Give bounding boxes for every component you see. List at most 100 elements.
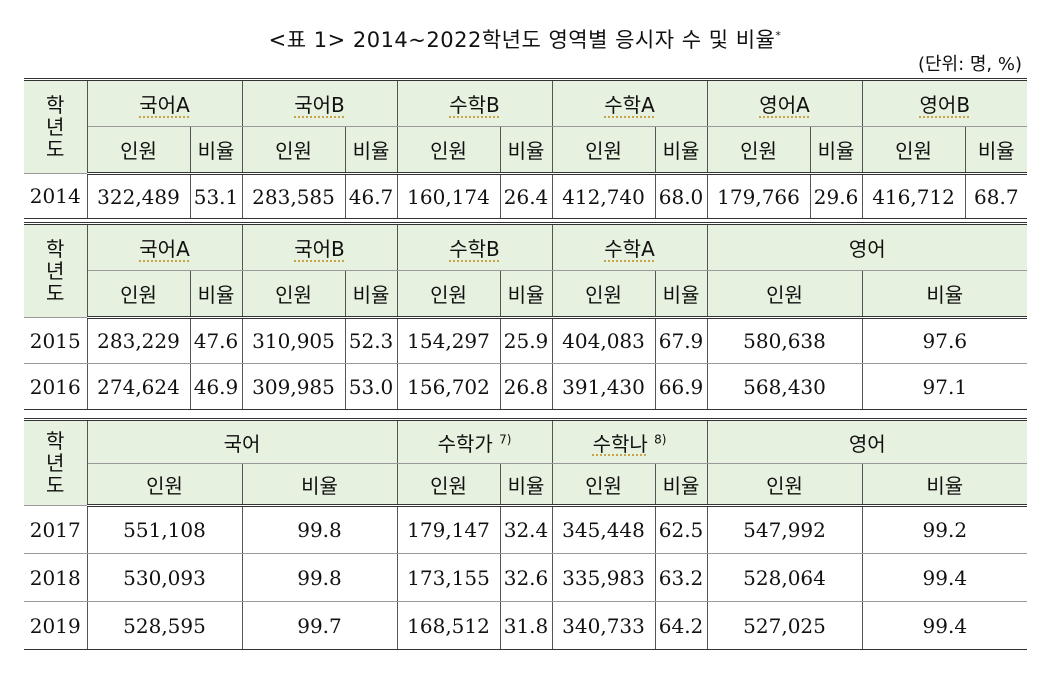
- subject-header: 영어A: [706, 78, 863, 127]
- year-cell: 2018: [24, 553, 88, 602]
- data-cell: 310,905: [241, 317, 346, 364]
- ratio-header: 비율: [861, 270, 1028, 319]
- ratio-header: 비율: [964, 126, 1028, 175]
- subject-header: 수학B: [396, 222, 553, 271]
- ratio-header: 비율: [499, 126, 553, 175]
- people-header: 인원: [87, 463, 243, 507]
- unit-label: (단위: 명, %): [917, 54, 1022, 75]
- title-text: <표 1> 2014~2022학년도 영역별 응시자 수 및 비율: [268, 28, 776, 52]
- data-cell: 46.7: [344, 173, 398, 219]
- subject-header: 수학A: [551, 78, 708, 127]
- table-row: 2014 322,489 53.1 283,585 46.7 160,174 2…: [24, 173, 1028, 219]
- subject-header: 국어: [86, 418, 398, 464]
- table-row: 2016 274,624 46.9 309,985 53.0 156,702 2…: [24, 363, 1028, 410]
- data-cell: 283,229: [86, 317, 191, 364]
- subject-header: 영어: [706, 222, 1028, 271]
- data-cell: 404,083: [551, 317, 656, 364]
- data-cell: 551,108: [86, 505, 243, 554]
- people-header: 인원: [706, 270, 863, 319]
- people-header: 인원: [87, 270, 191, 319]
- year-cell: 2014: [24, 173, 88, 219]
- data-cell: 26.8: [499, 363, 553, 410]
- subject-header: 영어B: [861, 78, 1028, 127]
- data-cell: 97.6: [861, 317, 1028, 364]
- subject-header: 국어B: [241, 222, 398, 271]
- data-cell: 68.0: [654, 173, 708, 219]
- data-cell: 32.6: [499, 553, 553, 602]
- data-cell: 179,766: [706, 173, 811, 219]
- table-row: 2018 530,093 99.8 173,155 32.6 335,983 6…: [24, 553, 1028, 602]
- data-cell: 547,992: [706, 505, 863, 554]
- people-header: 인원: [551, 126, 656, 175]
- data-cell: 156,702: [396, 363, 501, 410]
- data-cell: 391,430: [551, 363, 656, 410]
- data-cell: 52.3: [344, 317, 398, 364]
- data-cell: 53.0: [344, 363, 398, 410]
- ratio-header: 비율: [344, 270, 398, 319]
- data-cell: 274,624: [86, 363, 191, 410]
- subject-header: 국어B: [241, 78, 398, 127]
- data-cell: 66.9: [654, 363, 708, 410]
- data-cell: 97.1: [861, 363, 1028, 410]
- people-header: 인원: [87, 126, 191, 175]
- data-cell: 168,512: [396, 601, 501, 650]
- data-cell: 154,297: [396, 317, 501, 364]
- data-cell: 412,740: [551, 173, 656, 219]
- people-header: 인원: [706, 126, 811, 175]
- ratio-header: 비율: [654, 463, 708, 507]
- subject-header: 수학B: [396, 78, 553, 127]
- ratio-header: 비율: [344, 126, 398, 175]
- subject-header: 국어A: [86, 78, 243, 127]
- people-header: 인원: [241, 126, 346, 175]
- ratio-header: 비율: [809, 126, 863, 175]
- ratio-header: 비율: [189, 270, 243, 319]
- data-cell: 68.7: [964, 173, 1028, 219]
- data-cell: 26.4: [499, 173, 553, 219]
- data-cell: 528,064: [706, 553, 863, 602]
- data-cell: 528,595: [86, 601, 243, 650]
- data-cell: 64.2: [654, 601, 708, 650]
- data-cell: 25.9: [499, 317, 553, 364]
- ratio-header: 비율: [499, 463, 553, 507]
- ratio-header: 비율: [189, 126, 243, 175]
- year-cell: 2019: [24, 601, 88, 650]
- data-cell: 31.8: [499, 601, 553, 650]
- data-cell: 568,430: [706, 363, 863, 410]
- data-cell: 47.6: [189, 317, 243, 364]
- footnote-ref: 7): [499, 431, 512, 446]
- data-cell: 527,025: [706, 601, 863, 650]
- people-header: 인원: [551, 463, 656, 507]
- data-cell: 62.5: [654, 505, 708, 554]
- subject-header: 수학나 8): [551, 418, 708, 464]
- data-cell: 309,985: [241, 363, 346, 410]
- people-header: 인원: [396, 463, 501, 507]
- year-cell: 2015: [24, 317, 88, 364]
- data-cell: 345,448: [551, 505, 656, 554]
- people-header: 인원: [551, 270, 656, 319]
- footnote-ref: 8): [654, 431, 667, 446]
- ratio-header: 비율: [241, 463, 398, 507]
- subject-header: 영어: [706, 418, 1028, 464]
- data-cell: 283,585: [241, 173, 346, 219]
- data-cell: 160,174: [396, 173, 501, 219]
- people-header: 인원: [241, 270, 346, 319]
- data-cell: 67.9: [654, 317, 708, 364]
- data-cell: 46.9: [189, 363, 243, 410]
- data-cell: 29.6: [809, 173, 863, 219]
- data-cell: 179,147: [396, 505, 501, 554]
- data-cell: 99.4: [861, 601, 1028, 650]
- table-row: 2017 551,108 99.8 179,147 32.4 345,448 6…: [24, 505, 1028, 554]
- data-cell: 99.7: [241, 601, 398, 650]
- data-cell: 99.2: [861, 505, 1028, 554]
- title-asterisk: *: [775, 29, 782, 42]
- data-cell: 173,155: [396, 553, 501, 602]
- ratio-header: 비율: [861, 463, 1028, 507]
- ratio-header: 비율: [654, 126, 708, 175]
- data-cell: 99.8: [241, 553, 398, 602]
- year-cell: 2017: [24, 505, 88, 554]
- subject-header: 수학가 7): [396, 418, 553, 464]
